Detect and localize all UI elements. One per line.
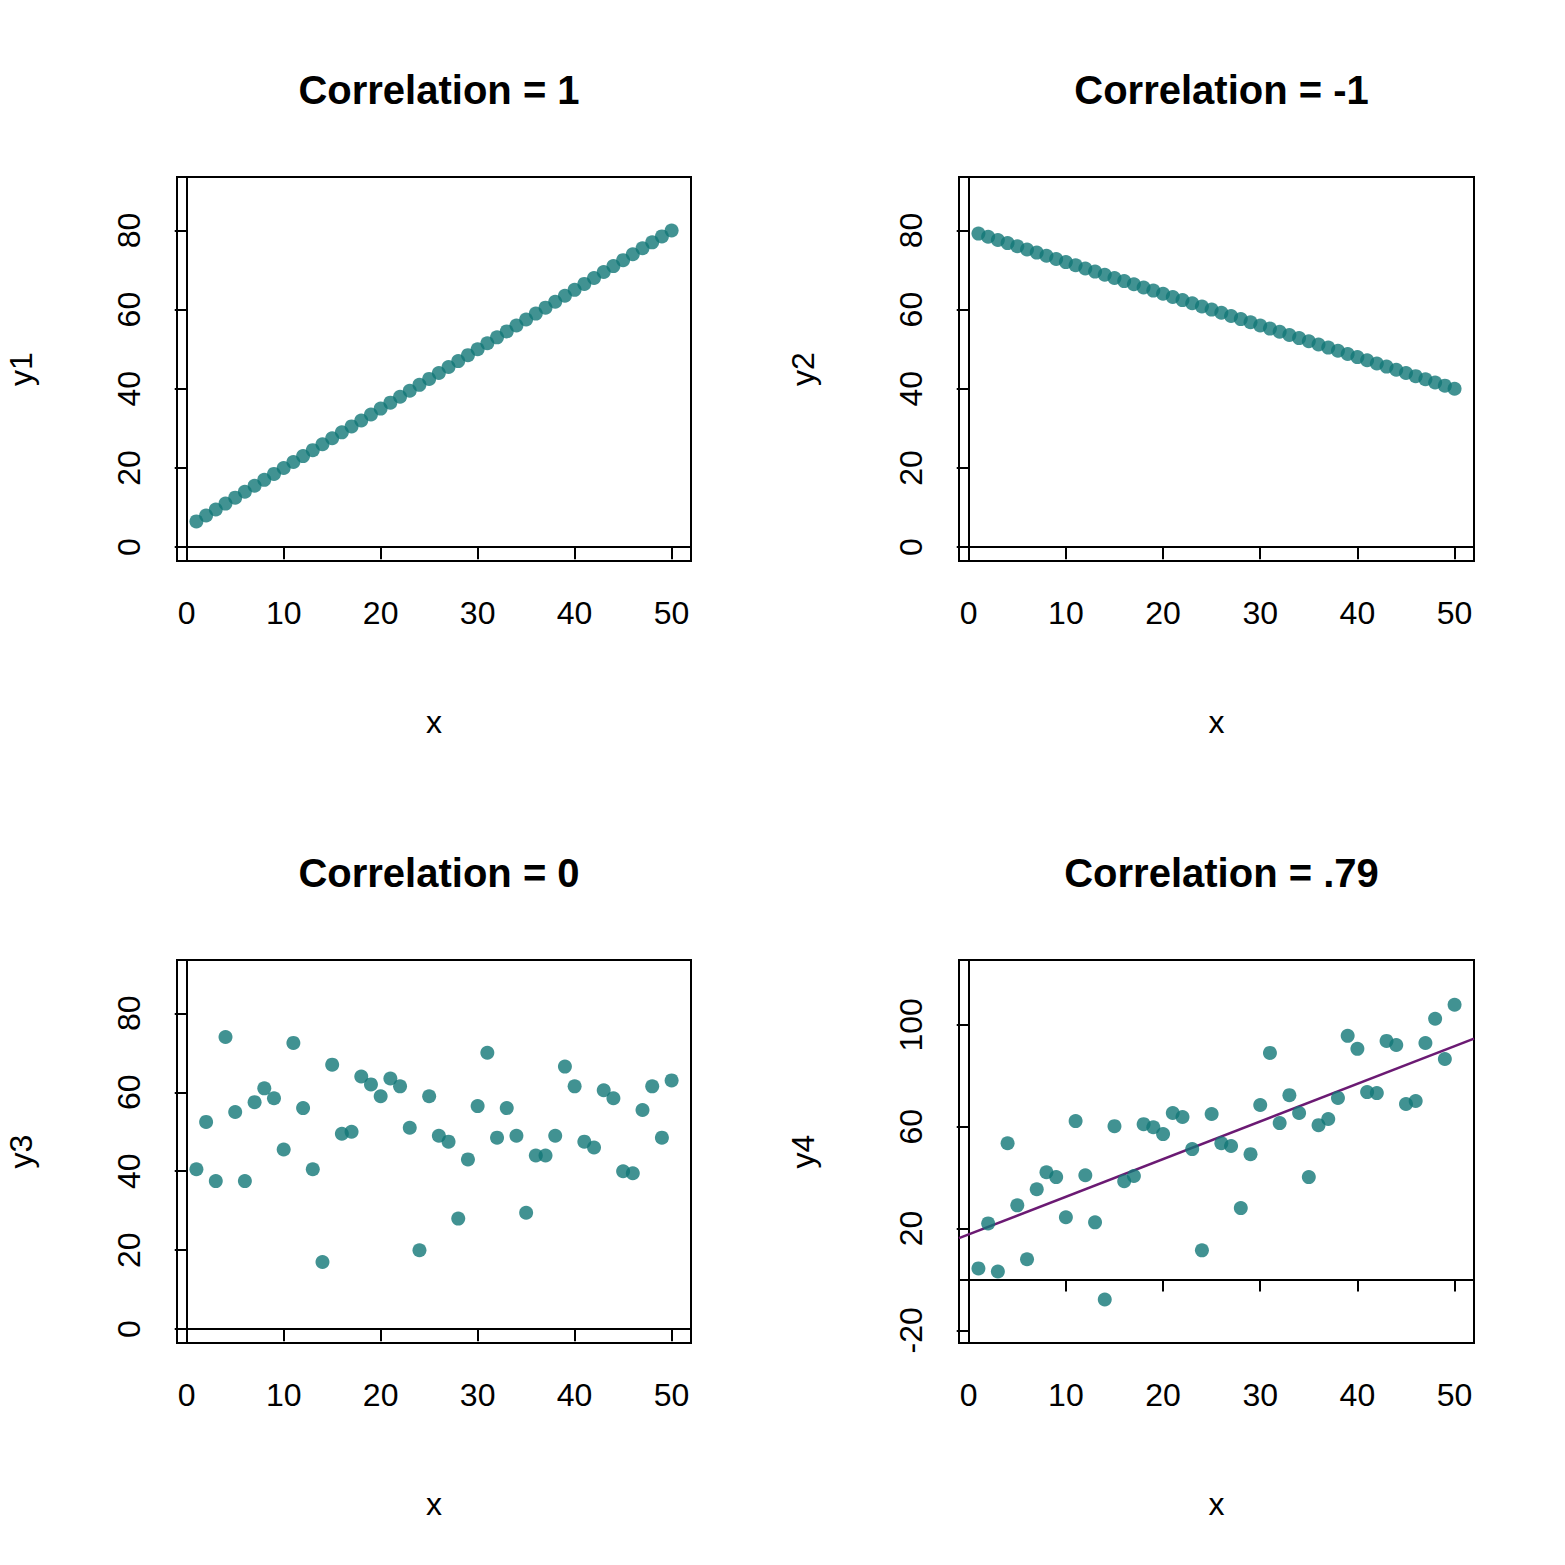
svg-text:20: 20 xyxy=(111,1232,147,1268)
svg-text:10: 10 xyxy=(266,1377,302,1413)
svg-text:100: 100 xyxy=(893,998,929,1051)
svg-text:30: 30 xyxy=(1242,595,1278,631)
svg-text:0: 0 xyxy=(960,595,978,631)
svg-text:50: 50 xyxy=(654,1377,690,1413)
svg-text:10: 10 xyxy=(266,595,302,631)
svg-text:10: 10 xyxy=(1048,1377,1084,1413)
svg-text:x: x xyxy=(1209,1486,1225,1522)
svg-text:20: 20 xyxy=(893,1211,929,1247)
svg-text:50: 50 xyxy=(1437,595,1473,631)
svg-text:0: 0 xyxy=(178,595,196,631)
svg-text:60: 60 xyxy=(893,292,929,328)
svg-text:20: 20 xyxy=(893,450,929,486)
svg-text:30: 30 xyxy=(1242,1377,1278,1413)
svg-text:0: 0 xyxy=(893,538,929,556)
svg-text:60: 60 xyxy=(111,292,147,328)
svg-text:Correlation = .79: Correlation = .79 xyxy=(1064,851,1379,895)
svg-text:80: 80 xyxy=(111,996,147,1032)
svg-text:Correlation = -1: Correlation = -1 xyxy=(1074,68,1369,112)
svg-text:20: 20 xyxy=(1145,1377,1181,1413)
svg-text:y2: y2 xyxy=(785,352,821,386)
svg-text:20: 20 xyxy=(1145,595,1181,631)
svg-text:Correlation = 1: Correlation = 1 xyxy=(298,68,579,112)
svg-text:40: 40 xyxy=(1340,1377,1376,1413)
svg-text:20: 20 xyxy=(111,450,147,486)
svg-text:60: 60 xyxy=(893,1109,929,1145)
svg-text:Correlation = 0: Correlation = 0 xyxy=(298,851,579,895)
svg-text:y4: y4 xyxy=(785,1135,821,1169)
svg-text:40: 40 xyxy=(111,371,147,407)
svg-text:30: 30 xyxy=(460,1377,496,1413)
svg-text:0: 0 xyxy=(178,1377,196,1413)
svg-text:y3: y3 xyxy=(3,1135,39,1169)
svg-text:x: x xyxy=(426,704,442,740)
svg-text:0: 0 xyxy=(960,1377,978,1413)
svg-text:0: 0 xyxy=(111,538,147,556)
svg-text:x: x xyxy=(426,1486,442,1522)
svg-text:30: 30 xyxy=(460,595,496,631)
svg-text:40: 40 xyxy=(893,371,929,407)
svg-text:10: 10 xyxy=(1048,595,1084,631)
svg-text:80: 80 xyxy=(893,213,929,249)
svg-text:y1: y1 xyxy=(3,352,39,386)
svg-text:60: 60 xyxy=(111,1074,147,1110)
svg-text:50: 50 xyxy=(654,595,690,631)
svg-text:40: 40 xyxy=(557,595,593,631)
svg-text:-20: -20 xyxy=(893,1307,929,1353)
svg-text:40: 40 xyxy=(111,1153,147,1189)
svg-text:50: 50 xyxy=(1437,1377,1473,1413)
svg-text:x: x xyxy=(1209,704,1225,740)
svg-text:0: 0 xyxy=(111,1320,147,1338)
svg-text:20: 20 xyxy=(363,1377,399,1413)
svg-text:80: 80 xyxy=(111,213,147,249)
svg-text:40: 40 xyxy=(557,1377,593,1413)
svg-text:20: 20 xyxy=(363,595,399,631)
svg-text:40: 40 xyxy=(1340,595,1376,631)
